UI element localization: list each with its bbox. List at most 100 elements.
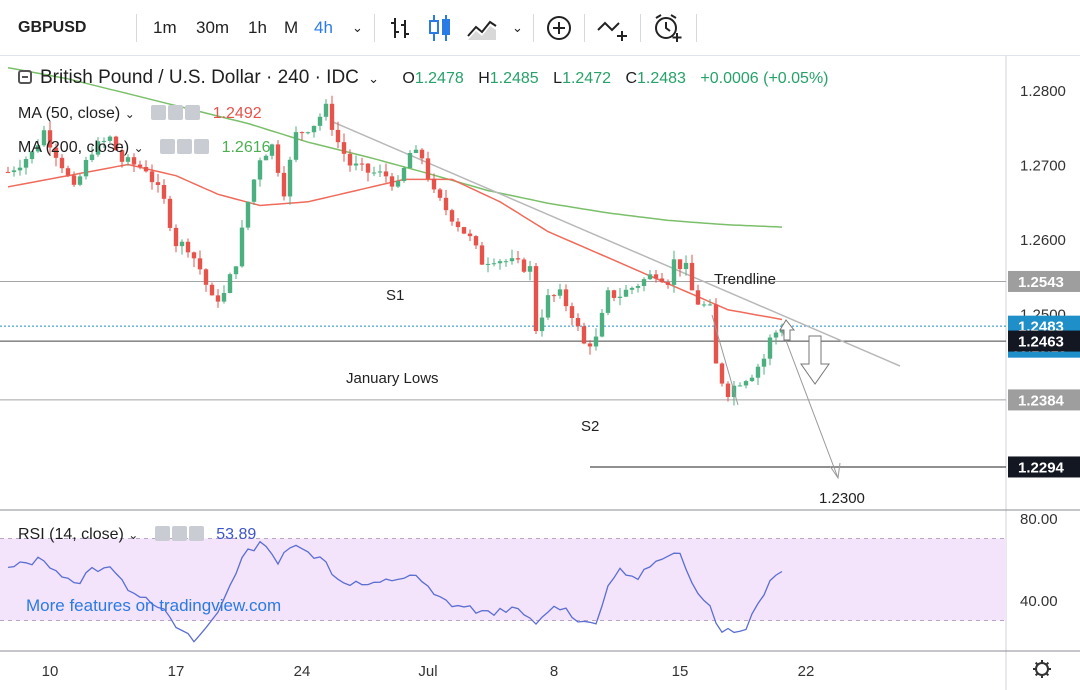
candle-up bbox=[257, 160, 263, 180]
target-arrow bbox=[781, 329, 841, 480]
price-tag-label: 1.2294 bbox=[1018, 459, 1065, 476]
candle-up bbox=[101, 140, 107, 142]
symbol-legend-row: British Pound / U.S. Dollar · 240 · IDC … bbox=[18, 66, 829, 90]
candle-down bbox=[473, 236, 479, 246]
price-tick-label: 1.2800 bbox=[1020, 83, 1066, 100]
candles-group bbox=[5, 95, 785, 406]
candle-up bbox=[755, 366, 761, 378]
candle-down bbox=[449, 210, 455, 222]
bar-chart-icon[interactable] bbox=[388, 14, 414, 42]
top-toolbar: GBPUSD 1m 30m 1h M 4h ⌄ ⌄ bbox=[0, 0, 1080, 56]
candle-up bbox=[245, 201, 251, 228]
candle-up bbox=[41, 130, 47, 146]
candle-down bbox=[203, 269, 209, 285]
price-tag-label: 1.2463 bbox=[1018, 334, 1064, 351]
candlestick-icon[interactable] bbox=[427, 12, 453, 44]
candle-down bbox=[65, 168, 71, 176]
candle-up bbox=[485, 263, 491, 265]
interval-4h[interactable]: 4h bbox=[314, 18, 333, 37]
candle-up bbox=[761, 358, 767, 367]
candle-up bbox=[239, 227, 245, 267]
interval-1m[interactable]: 1m bbox=[153, 18, 177, 37]
ma50-buttons bbox=[149, 102, 201, 126]
candle-up bbox=[11, 170, 17, 173]
arrow-down-icon bbox=[800, 335, 830, 385]
trendline bbox=[332, 121, 901, 367]
interval-1h[interactable]: 1h bbox=[248, 18, 267, 37]
close-icon[interactable] bbox=[185, 105, 201, 120]
gear-tooth bbox=[1034, 672, 1039, 677]
toolbar-divider bbox=[374, 14, 375, 42]
plus-circle-icon[interactable] bbox=[545, 14, 573, 42]
interval-dropdown-chevron-icon[interactable]: ⌄ bbox=[352, 20, 363, 35]
interval-month[interactable]: M bbox=[284, 18, 299, 37]
time-tick-label: 15 bbox=[672, 663, 689, 680]
candle-up bbox=[317, 116, 323, 126]
candle-down bbox=[611, 290, 617, 298]
price-tag-label: 1.2543 bbox=[1018, 274, 1064, 291]
low-value: 1.2472 bbox=[562, 70, 611, 87]
eye-icon[interactable] bbox=[160, 139, 176, 154]
candle-down bbox=[437, 189, 443, 198]
candle-down bbox=[209, 284, 215, 296]
close-icon[interactable] bbox=[194, 139, 210, 154]
candle-down bbox=[551, 295, 557, 297]
candle-down bbox=[299, 132, 305, 134]
ma200-legend-row: MA (200, close) ⌄ 1.2616 bbox=[18, 136, 271, 160]
candle-down bbox=[581, 326, 587, 344]
chart-type-chevron-down-icon[interactable]: ⌄ bbox=[512, 20, 523, 35]
candle-down bbox=[359, 163, 365, 165]
candle-up bbox=[593, 336, 599, 347]
candle-up bbox=[743, 381, 749, 386]
gear-icon[interactable] bbox=[1033, 660, 1051, 678]
trendline-label: Trendline bbox=[714, 271, 776, 288]
tradingview-promo-link[interactable]: More features on tradingview.com bbox=[26, 596, 282, 615]
chevron-down-icon[interactable]: ⌄ bbox=[368, 71, 380, 86]
ma200-buttons bbox=[158, 136, 210, 160]
candle-up bbox=[287, 159, 293, 197]
candle-down bbox=[515, 258, 521, 260]
interval-30m[interactable]: 30m bbox=[196, 18, 230, 37]
candle-down bbox=[275, 144, 281, 173]
area-chart-icon[interactable] bbox=[466, 14, 498, 42]
gear-icon[interactable] bbox=[171, 526, 187, 541]
gear-icon[interactable] bbox=[177, 139, 193, 154]
candle-up bbox=[617, 296, 623, 298]
candle-down bbox=[383, 171, 389, 177]
candle-down bbox=[713, 304, 719, 364]
gear-icon[interactable] bbox=[168, 105, 184, 120]
candle-down bbox=[689, 262, 695, 291]
collapse-icon[interactable] bbox=[18, 70, 32, 84]
candle-up bbox=[263, 155, 269, 161]
gear-tooth bbox=[1045, 661, 1050, 666]
candle-up bbox=[707, 304, 713, 306]
candle-up bbox=[527, 266, 533, 272]
candle-up bbox=[641, 279, 647, 286]
chevron-down-icon[interactable]: ⌄ bbox=[124, 107, 135, 121]
ma50-line bbox=[7, 163, 783, 321]
price-tag bbox=[1008, 330, 1080, 352]
candle-up bbox=[179, 241, 185, 247]
price-tick-label: 1.2700 bbox=[1020, 158, 1066, 175]
chevron-down-icon[interactable]: ⌄ bbox=[133, 141, 144, 155]
candle-up bbox=[269, 144, 275, 156]
chevron-down-icon[interactable]: ⌄ bbox=[128, 528, 139, 542]
eye-icon[interactable] bbox=[151, 105, 167, 120]
time-tick-label: 24 bbox=[294, 663, 311, 680]
candle-down bbox=[653, 274, 659, 279]
candle-down bbox=[467, 233, 473, 237]
alarm-plus-icon[interactable] bbox=[652, 12, 684, 44]
candle-down bbox=[677, 259, 683, 270]
eye-icon[interactable] bbox=[154, 526, 170, 541]
candle-down bbox=[659, 278, 665, 283]
ma200-value: 1.2616 bbox=[221, 139, 271, 156]
ma200-label: MA (200, close) bbox=[18, 139, 130, 156]
symbol-search[interactable]: GBPUSD bbox=[18, 19, 87, 36]
candle-down bbox=[419, 149, 425, 159]
close-icon[interactable] bbox=[188, 526, 204, 541]
toolbar-divider bbox=[584, 14, 585, 42]
trend-plus-icon[interactable] bbox=[596, 14, 630, 44]
rsi-legend-row: RSI (14, close) ⌄ 53.89 bbox=[18, 523, 256, 547]
candle-down bbox=[575, 317, 581, 327]
